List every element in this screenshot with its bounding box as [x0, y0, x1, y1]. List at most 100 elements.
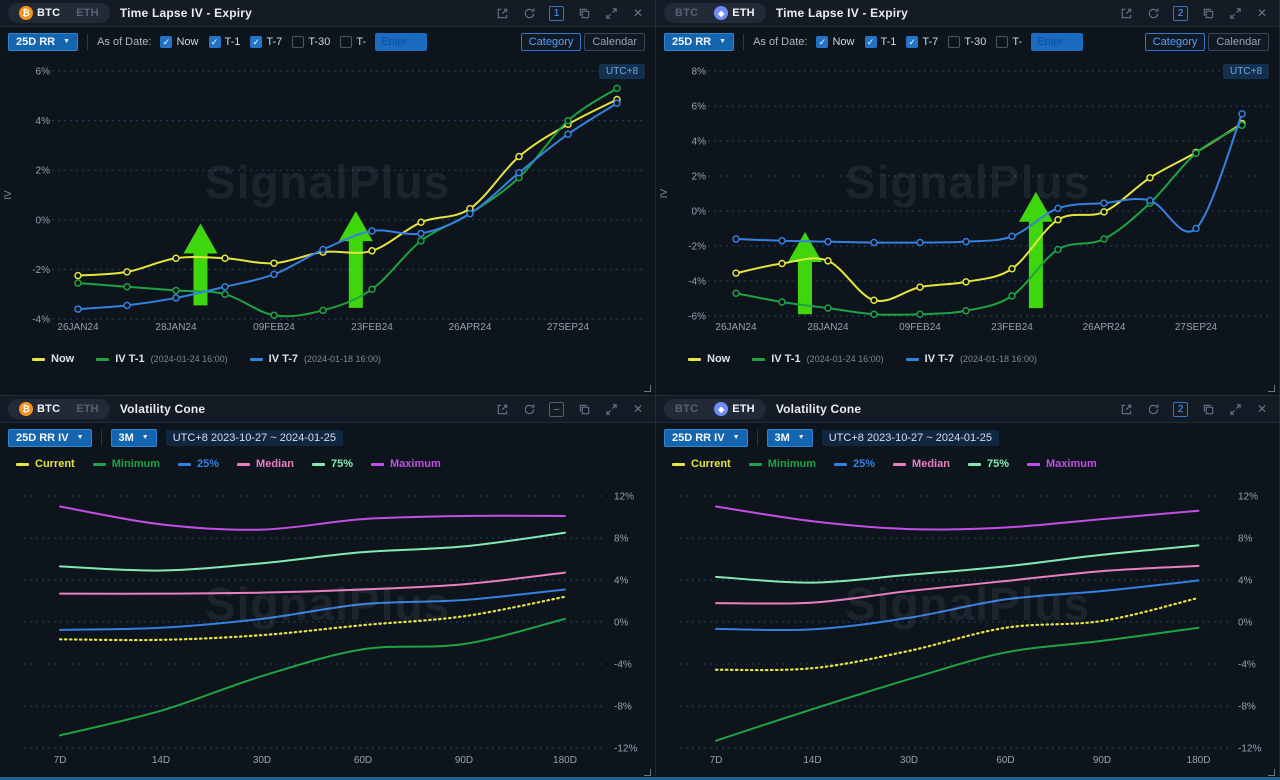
legend-label: 25%: [197, 458, 220, 470]
window-dropdown[interactable]: 3M ▼: [110, 428, 157, 447]
t-days-input[interactable]: [1031, 32, 1084, 51]
coin-option-eth[interactable]: ◆ ETH: [707, 5, 762, 21]
chart-eth-time-lapse-iv[interactable]: 8% 6% 4% 2% 0% -2% -4% -6% 26JAN24 28JAN24 09FEB24…: [656, 56, 1278, 346]
checkbox-t-1[interactable]: ✓ T-1: [864, 35, 896, 48]
open-in-new-icon[interactable]: [495, 6, 509, 20]
duplicate-icon[interactable]: [577, 6, 591, 20]
group-badge[interactable]: 2: [1173, 5, 1188, 21]
duplicate-icon[interactable]: [1201, 6, 1215, 20]
chart-btc-time-lapse-iv[interactable]: 6% 4% 2% 0% -2% -4% 26JAN24 28JAN24 09FEB24 23FEB…: [0, 56, 654, 346]
legend-item[interactable]: Now: [688, 353, 730, 365]
group-badge[interactable]: 1: [549, 5, 564, 21]
resize-handle[interactable]: [644, 385, 651, 392]
checkbox-t-30[interactable]: T-30: [948, 35, 986, 48]
checkbox-t-30[interactable]: T-30: [292, 35, 330, 48]
coin-toggle[interactable]: ₿ BTC ETH: [8, 399, 110, 419]
checkbox-box[interactable]: ✓: [250, 35, 263, 48]
open-in-new-icon[interactable]: [1119, 6, 1133, 20]
expand-icon[interactable]: [1228, 6, 1242, 20]
coin-option-btc[interactable]: BTC: [675, 403, 699, 415]
refresh-icon[interactable]: [1146, 6, 1160, 20]
checkbox-box[interactable]: ✓: [160, 35, 173, 48]
legend-item[interactable]: Current: [672, 458, 731, 470]
legend-item[interactable]: 25%: [834, 458, 875, 470]
legend-item[interactable]: 75%: [311, 458, 353, 470]
open-in-new-icon[interactable]: [495, 402, 509, 416]
expand-icon[interactable]: [604, 402, 618, 416]
chart-eth-volatility-cone[interactable]: 12% 8% 4% 0% -4% -8% -12% 7D 14D 30D 60D 90D 180D: [656, 476, 1278, 772]
legend-item[interactable]: IV T-1 (2024-01-24 16:00): [752, 353, 884, 365]
checkbox-t[interactable]: T-: [996, 35, 1022, 48]
legend-item[interactable]: Maximum: [1026, 458, 1097, 470]
window-dropdown[interactable]: 3M ▼: [766, 428, 813, 447]
legend-item[interactable]: IV T-7 (2024-01-18 16:00): [905, 353, 1037, 365]
t-days-input[interactable]: [375, 32, 428, 51]
legend-item[interactable]: Current: [16, 458, 75, 470]
legend-item[interactable]: Median: [237, 458, 294, 470]
coin-option-eth[interactable]: ◆ ETH: [707, 401, 762, 417]
rr-metric-dropdown[interactable]: 25D RR ▼: [8, 32, 79, 51]
coin-option-btc[interactable]: ₿ BTC: [12, 401, 67, 417]
open-in-new-icon[interactable]: [1119, 402, 1133, 416]
checkbox-box[interactable]: [292, 35, 305, 48]
iv-metric-dropdown[interactable]: 25D RR IV ▼: [8, 428, 92, 447]
coin-option-btc[interactable]: ₿ BTC: [12, 5, 67, 21]
refresh-icon[interactable]: [522, 6, 536, 20]
calendar-button[interactable]: Calendar: [584, 32, 645, 51]
checkbox-box[interactable]: [340, 35, 353, 48]
legend-item[interactable]: Minimum: [748, 458, 816, 470]
legend-item[interactable]: Minimum: [92, 458, 160, 470]
checkbox-now[interactable]: ✓ Now: [160, 35, 199, 48]
group-badge[interactable]: –: [549, 401, 564, 417]
duplicate-icon[interactable]: [1201, 402, 1215, 416]
close-icon[interactable]: ✕: [1256, 402, 1268, 416]
close-icon[interactable]: ✕: [632, 6, 644, 20]
coin-option-eth[interactable]: ETH: [76, 403, 99, 415]
duplicate-icon[interactable]: [577, 402, 591, 416]
expand-icon[interactable]: [1228, 402, 1242, 416]
coin-toggle[interactable]: BTC ◆ ETH: [664, 3, 766, 23]
legend-item[interactable]: Median: [893, 458, 950, 470]
checkbox-t[interactable]: T-: [340, 35, 366, 48]
iv-metric-dropdown[interactable]: 25D RR IV ▼: [664, 428, 748, 447]
checkbox-box[interactable]: ✓: [906, 35, 919, 48]
checkbox-box[interactable]: [996, 35, 1009, 48]
checkbox-box[interactable]: [948, 35, 961, 48]
legend-item[interactable]: Maximum: [370, 458, 441, 470]
checkbox-box[interactable]: ✓: [816, 35, 829, 48]
coin-toggle[interactable]: BTC ◆ ETH: [664, 399, 766, 419]
legend-item[interactable]: IV T-7 (2024-01-18 16:00): [249, 353, 381, 365]
checkbox-t-1[interactable]: ✓ T-1: [208, 35, 240, 48]
panel-eth-volatility-cone: BTC ◆ ETH Volatility Cone 2 ✕ 25D RR IV ▼: [656, 396, 1280, 780]
refresh-icon[interactable]: [522, 402, 536, 416]
coin-toggle[interactable]: ₿ BTC ETH: [8, 3, 110, 23]
eth-icon: ◆: [714, 402, 729, 416]
checkbox-box[interactable]: ✓: [208, 35, 221, 48]
checkbox-t-7[interactable]: ✓ T-7: [906, 35, 938, 48]
calendar-button[interactable]: Calendar: [1208, 32, 1269, 51]
rr-metric-dropdown[interactable]: 25D RR ▼: [664, 32, 735, 51]
category-button[interactable]: Category: [1144, 32, 1206, 51]
resize-handle[interactable]: [1268, 769, 1275, 776]
close-icon[interactable]: ✕: [1256, 6, 1268, 20]
legend-item[interactable]: Now: [32, 353, 74, 365]
close-icon[interactable]: ✕: [632, 402, 644, 416]
checkbox-now[interactable]: ✓ Now: [816, 35, 855, 48]
legend-item[interactable]: 75%: [967, 458, 1009, 470]
date-range-label: UTC+8 2023-10-27 ~ 2024-01-25: [821, 429, 1000, 446]
chart-btc-volatility-cone[interactable]: 12% 8% 4% 0% -4% -8% -12% 7D 14D 30D 60D 90D 180D: [0, 476, 654, 772]
resize-handle[interactable]: [644, 769, 651, 776]
svg-text:12%: 12%: [1238, 492, 1258, 503]
refresh-icon[interactable]: [1146, 402, 1160, 416]
legend-swatch: [16, 462, 29, 466]
legend-item[interactable]: 25%: [178, 458, 219, 470]
legend-item[interactable]: IV T-1 (2024-01-24 16:00): [96, 353, 228, 365]
checkbox-t-7[interactable]: ✓ T-7: [250, 35, 282, 48]
category-button[interactable]: Category: [520, 32, 582, 51]
group-badge[interactable]: 2: [1173, 401, 1188, 417]
expand-icon[interactable]: [604, 6, 618, 20]
coin-option-eth[interactable]: ETH: [76, 7, 99, 19]
coin-option-btc[interactable]: BTC: [675, 7, 699, 19]
resize-handle[interactable]: [1268, 385, 1275, 392]
checkbox-box[interactable]: ✓: [864, 35, 877, 48]
